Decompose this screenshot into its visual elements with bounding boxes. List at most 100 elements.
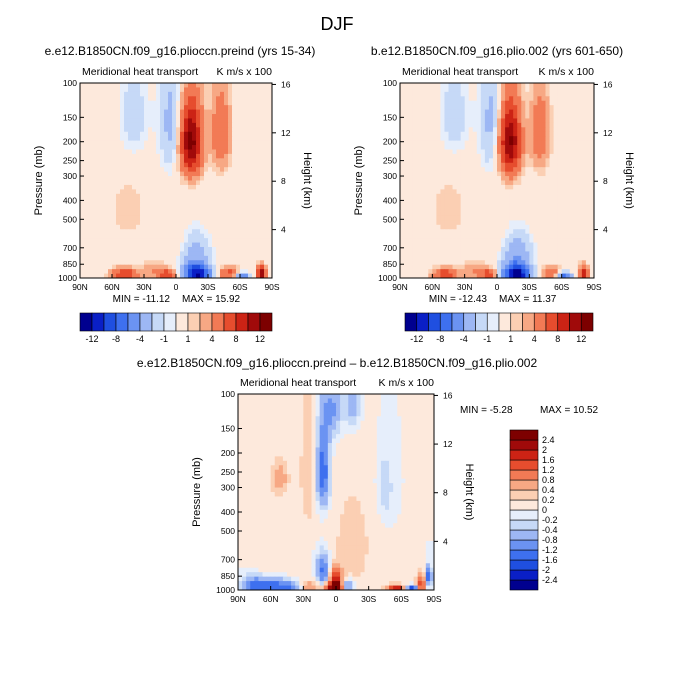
heatmap-cell <box>404 153 409 159</box>
heatmap-cell <box>400 273 405 279</box>
heatmap-cell <box>464 131 470 137</box>
heatmap-cell <box>412 96 417 102</box>
heatmap-cell <box>192 167 197 173</box>
heatmap-cell <box>464 136 470 142</box>
heatmap-cell <box>124 87 129 93</box>
heatmap-cell <box>525 109 530 115</box>
heatmap-cell <box>96 109 101 115</box>
heatmap-cell <box>132 238 137 243</box>
heatmap-cell <box>412 180 417 186</box>
heatmap-cell <box>160 242 165 248</box>
heatmap-cell <box>432 189 437 195</box>
heatmap-cell <box>336 416 341 422</box>
heatmap-cell <box>232 198 237 204</box>
heatmap-cell <box>424 109 429 115</box>
heatmap-cell <box>164 91 169 97</box>
heatmap-cell <box>573 251 579 257</box>
heatmap-cell <box>164 100 169 106</box>
heatmap-cell <box>164 229 169 235</box>
heatmap-cell <box>581 83 587 88</box>
heatmap-cell <box>216 273 221 279</box>
heatmap-cell <box>400 224 405 230</box>
heatmap-cell <box>180 238 185 243</box>
x-tick-label: 90N <box>392 282 408 292</box>
heatmap-cell <box>464 162 470 168</box>
heatmap-cell <box>216 233 221 239</box>
heatmap-cell <box>424 193 429 199</box>
heatmap-cell <box>108 233 113 239</box>
heatmap-cell <box>448 96 453 102</box>
heatmap-cell <box>400 109 405 115</box>
heatmap-cell <box>472 198 478 204</box>
heatmap-cell <box>561 211 567 217</box>
heatmap-cell <box>348 447 353 453</box>
heatmap-cell <box>319 438 325 444</box>
heatmap-cell <box>505 242 510 248</box>
heatmap-cell <box>144 171 149 177</box>
heatmap-cell <box>429 429 435 435</box>
heatmap-cell <box>585 264 591 270</box>
heatmap-cell <box>128 215 133 221</box>
heatmap-cell <box>517 167 522 173</box>
heatmap-cell <box>323 416 329 422</box>
heatmap-cell <box>545 211 550 217</box>
heatmap-cell <box>541 269 546 274</box>
heatmap-cell <box>136 264 141 270</box>
heatmap-cell <box>452 251 457 257</box>
heatmap-cell <box>108 105 113 110</box>
heatmap-cell <box>589 176 595 181</box>
heatmap-cell <box>256 202 261 208</box>
heatmap-cell <box>264 83 269 88</box>
heatmap-cell <box>264 273 269 279</box>
heatmap-cell <box>148 167 153 173</box>
heatmap-cell <box>224 255 229 261</box>
heatmap-cell <box>258 425 263 431</box>
heatmap-cell <box>264 162 269 168</box>
heatmap-cell <box>436 184 441 190</box>
heatmap-cell <box>128 198 133 204</box>
heatmap-cell <box>132 83 137 88</box>
y-tick-label: 150 <box>63 112 77 122</box>
heatmap-cell <box>200 238 205 243</box>
heatmap-cell <box>220 149 225 155</box>
heatmap-cell <box>400 131 405 137</box>
heatmap-cell <box>428 224 433 230</box>
heatmap-cell <box>136 224 141 230</box>
heatmap-cell <box>160 202 165 208</box>
heatmap-cell <box>240 109 245 115</box>
heatmap-cell <box>100 114 105 119</box>
heatmap-cell <box>258 402 263 408</box>
heatmap-cell <box>315 398 321 404</box>
heatmap-cell <box>589 273 595 279</box>
heatmap-cell <box>80 122 85 128</box>
heatmap-cell <box>144 242 149 248</box>
heatmap-cell <box>164 171 169 177</box>
heatmap-cell <box>545 251 550 257</box>
heatmap-cell <box>585 87 591 93</box>
heatmap-cell <box>497 246 502 252</box>
heatmap-cell <box>472 162 478 168</box>
heatmap-cell <box>208 184 213 190</box>
heatmap-cell <box>505 224 510 230</box>
heatmap-cell <box>256 96 261 102</box>
heatmap-cell <box>553 127 559 133</box>
heatmap-cell <box>256 180 261 186</box>
heatmap-cell <box>581 87 587 93</box>
heatmap-cell <box>282 402 288 408</box>
heatmap-cell <box>505 140 510 146</box>
heatmap-cell <box>264 224 269 230</box>
heatmap-cell <box>212 158 217 164</box>
heatmap-cell <box>80 184 85 190</box>
heatmap-cell <box>252 131 257 137</box>
heatmap-cell <box>204 100 209 106</box>
heatmap-cell <box>264 229 269 235</box>
heatmap-cell <box>92 91 97 97</box>
heatmap-cell <box>264 251 269 257</box>
heatmap-cell <box>401 416 406 422</box>
heatmap-cell <box>416 184 421 190</box>
heatmap-cell <box>128 167 133 173</box>
heatmap-cell <box>412 109 417 115</box>
heatmap-cell <box>476 207 482 212</box>
heatmap-cell <box>372 407 378 413</box>
heatmap-cell <box>480 105 486 110</box>
